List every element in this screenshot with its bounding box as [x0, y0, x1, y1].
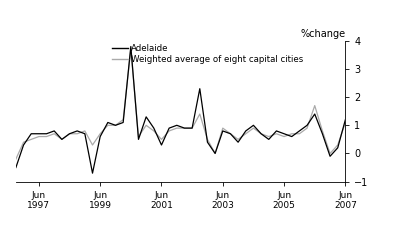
Legend: Adelaide, Weighted average of eight capital cities: Adelaide, Weighted average of eight capi… [112, 44, 304, 64]
Text: %change: %change [300, 30, 345, 39]
